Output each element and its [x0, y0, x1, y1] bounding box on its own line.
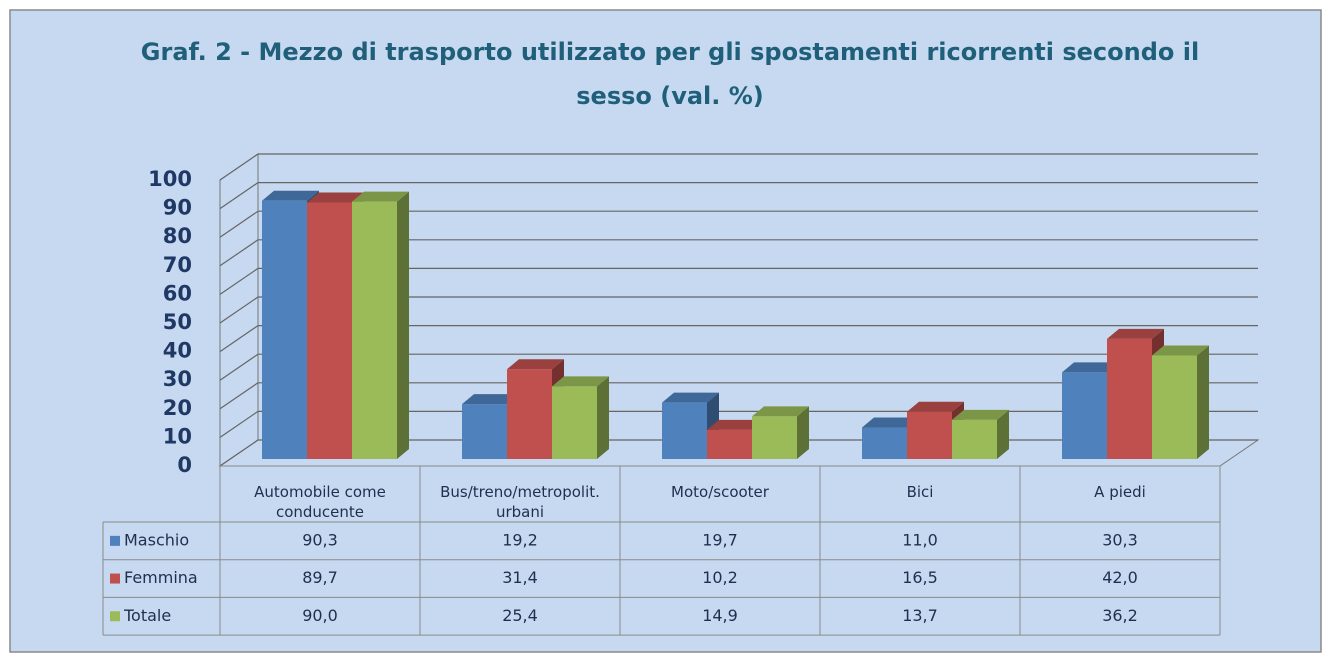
- bar-side: [997, 409, 1009, 459]
- x-tick-label: Bus/treno/metropolit. urbani: [440, 483, 600, 521]
- table-value: 42,0: [1102, 568, 1138, 587]
- chart-background: [9, 9, 1322, 653]
- category-box: Bici: [906, 483, 934, 501]
- bar-top: [262, 190, 319, 201]
- bar-top: [907, 401, 964, 412]
- grid-line: [219, 439, 259, 467]
- bar-top: [662, 392, 719, 403]
- table-value: 10,2: [702, 568, 738, 587]
- bar-top: [507, 359, 564, 370]
- chart-title: Graf. 2 - Mezzo di trasporto utilizzato …: [140, 38, 1200, 110]
- category-box: A piedi: [1094, 483, 1146, 501]
- grid-line: [219, 353, 259, 381]
- bar: [462, 404, 507, 459]
- bar: [307, 202, 352, 459]
- bar-top: [862, 417, 919, 428]
- y-tick-label: 0: [177, 453, 192, 477]
- table-value: 90,3: [302, 530, 338, 549]
- x-tick-label: A piedi: [1094, 483, 1146, 501]
- y-tick-label: 40: [163, 339, 192, 363]
- bar-side: [397, 191, 409, 459]
- bar: [752, 416, 797, 459]
- table-value: 30,3: [1102, 530, 1138, 549]
- legend-label: Maschio: [124, 530, 189, 549]
- legend-swatch: [110, 535, 120, 546]
- legend-swatch: [110, 573, 120, 584]
- bar-group: [352, 191, 409, 459]
- bar-group: [462, 394, 519, 459]
- category-box: Bus/treno/metropolit. urbani: [440, 483, 600, 521]
- table-value: 19,7: [702, 530, 738, 549]
- table-value: 19,2: [502, 530, 538, 549]
- y-tick-label: 90: [163, 196, 192, 220]
- category-box: Moto/scooter: [671, 483, 769, 501]
- grid-line: [219, 382, 259, 410]
- bar-side: [597, 376, 609, 459]
- legend-label: Femmina: [124, 568, 198, 587]
- grid-line: [219, 410, 259, 438]
- table-value: 16,5: [902, 568, 938, 587]
- bar: [952, 419, 997, 459]
- bar-top: [307, 192, 364, 203]
- table-value: 31,4: [502, 568, 538, 587]
- bar-top: [752, 406, 809, 417]
- y-tick-label: 10: [163, 424, 192, 448]
- bar: [507, 369, 552, 459]
- bar-group: [552, 376, 609, 459]
- bar-top: [952, 409, 1009, 420]
- bar-top: [707, 419, 764, 430]
- y-tick-label: 30: [163, 367, 192, 391]
- title-box: Graf. 2 - Mezzo di trasporto utilizzato …: [140, 38, 1200, 110]
- bar: [1152, 355, 1197, 459]
- bar-top: [1152, 345, 1209, 356]
- grid-line: [219, 267, 259, 295]
- grid-line: [219, 239, 259, 267]
- bar-side: [797, 406, 809, 459]
- grid-line: [219, 296, 259, 324]
- legend-label: Totale: [123, 606, 171, 625]
- table-value: 14,9: [702, 606, 738, 625]
- bar: [907, 411, 952, 459]
- x-tick-label: Bici: [906, 483, 934, 501]
- category-box: Automobile come conducente: [254, 483, 386, 521]
- table-value: 36,2: [1102, 606, 1138, 625]
- grid-line: [219, 182, 259, 210]
- bar: [352, 201, 397, 459]
- bar-top: [1062, 362, 1119, 373]
- bar: [662, 402, 707, 459]
- table-value: 89,7: [302, 568, 338, 587]
- bar-group: [952, 409, 1009, 459]
- table-value: 90,0: [302, 606, 338, 625]
- bar-top: [552, 376, 609, 387]
- grid-line: [219, 210, 259, 238]
- table-value: 13,7: [902, 606, 938, 625]
- y-tick-label: 60: [163, 281, 192, 305]
- bar: [1107, 338, 1152, 459]
- y-tick-label: 80: [163, 224, 192, 248]
- bar: [262, 200, 307, 459]
- bar: [1062, 372, 1107, 459]
- bar-top: [352, 191, 409, 202]
- bar-group: [1152, 345, 1209, 459]
- table-value: 11,0: [902, 530, 938, 549]
- grid-line: [219, 153, 259, 181]
- bar: [862, 427, 907, 459]
- bar: [707, 429, 752, 459]
- bar-top: [1107, 328, 1164, 339]
- y-tick-label: 70: [163, 253, 192, 277]
- y-tick-label: 100: [148, 167, 192, 191]
- bar-top: [462, 394, 519, 405]
- bar-group: [752, 406, 809, 459]
- legend-swatch: [110, 611, 120, 622]
- grid-line: [219, 325, 259, 353]
- table-value: 25,4: [502, 606, 538, 625]
- y-tick-label: 20: [163, 396, 192, 420]
- bar-side: [1197, 345, 1209, 459]
- bar: [552, 386, 597, 459]
- x-tick-label: Moto/scooter: [671, 483, 769, 501]
- y-tick-label: 50: [163, 310, 192, 334]
- x-tick-label: Automobile come conducente: [254, 483, 386, 521]
